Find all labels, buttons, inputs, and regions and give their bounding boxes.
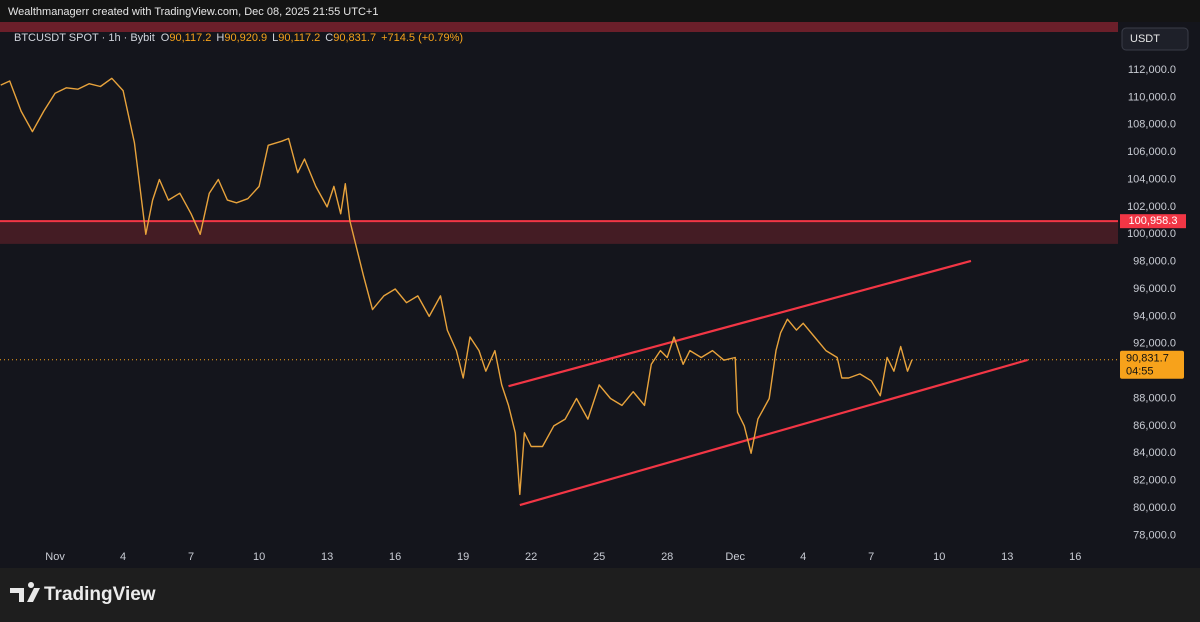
y-tick-label: 78,000.0 <box>1133 529 1176 541</box>
y-tick-label: 84,000.0 <box>1133 447 1176 459</box>
legend-text: L <box>272 32 278 44</box>
currency[interactable]: USDT <box>1130 33 1160 45</box>
x-tick-label: 7 <box>868 551 874 563</box>
x-tick-label: 13 <box>321 551 333 563</box>
x-tick-label: 16 <box>1069 551 1081 563</box>
y-tick-label: 106,000.0 <box>1127 146 1176 158</box>
legend-text: BTCUSDT SPOT · 1h · Bybit <box>14 32 155 44</box>
y-tick-label: 80,000.0 <box>1133 502 1176 514</box>
legend-text: 90,831.7 <box>333 32 376 44</box>
y-tick-label: 92,000.0 <box>1133 338 1176 350</box>
logo-icon <box>10 582 40 602</box>
chart-pane <box>0 22 1200 568</box>
x-tick-label: 7 <box>188 551 194 563</box>
y-tick-label: 82,000.0 <box>1133 475 1176 487</box>
legend-text: O <box>161 32 170 44</box>
brand: TradingView <box>44 584 156 605</box>
legend-text: 90,920.9 <box>224 32 267 44</box>
y-tick-label: 100,000.0 <box>1127 228 1176 240</box>
top-band <box>0 22 1118 32</box>
x-tick-label: 4 <box>800 551 806 563</box>
legend-text: 90,117.2 <box>169 32 211 44</box>
x-tick-label: 16 <box>389 551 401 563</box>
legend-text: H <box>216 32 224 44</box>
legend-text: 90,117.2 <box>278 32 320 44</box>
x-tick-label: 4 <box>120 551 126 563</box>
countdown: 04:55 <box>1126 366 1154 378</box>
x-tick-label: 13 <box>1001 551 1013 563</box>
x-tick-label: 19 <box>457 551 469 563</box>
y-tick-label: 108,000.0 <box>1127 119 1176 131</box>
last-price-box <box>1120 350 1184 379</box>
resistance-label: 100,958.3 <box>1129 215 1178 227</box>
price-line <box>0 77 913 496</box>
resistance-label-box <box>1120 214 1186 229</box>
resistance-zone <box>0 221 1118 244</box>
x-tick-label: 25 <box>593 551 605 563</box>
y-tick-label: 112,000.0 <box>1128 64 1176 76</box>
x-tick-label: 10 <box>253 551 265 563</box>
top-bar <box>0 0 1200 22</box>
x-tick-label: 10 <box>933 551 945 563</box>
y-tick-label: 88,000.0 <box>1133 392 1176 404</box>
plot: BTCUSDT SPOT · 1h · Bybit O 90,117.2 H 90,92… <box>0 32 1186 563</box>
logo: TradingView <box>10 582 156 605</box>
channel-line <box>508 259 972 388</box>
currency-box[interactable] <box>1121 27 1189 51</box>
last-price-label: 90,831.7 <box>1126 353 1169 365</box>
y-tick-label: 86,000.0 <box>1133 420 1176 432</box>
legend-text: +714.5 (+0.79%) <box>381 32 463 44</box>
channel-line <box>519 358 1028 507</box>
y-tick-label: 104,000.0 <box>1127 173 1176 185</box>
y-tick-label: 110,000.0 <box>1128 91 1176 103</box>
x-tick-label: Dec <box>725 551 745 563</box>
attribution: Wealthmanagerr created with TradingView.… <box>8 6 378 18</box>
x-tick-label: 28 <box>661 551 673 563</box>
y-tick-label: 102,000.0 <box>1127 201 1176 213</box>
y-tick-label: 96,000.0 <box>1133 283 1176 295</box>
legend-text: C <box>325 32 333 44</box>
x-tick-label: Nov <box>45 551 65 563</box>
y-tick-label: 94,000.0 <box>1133 310 1176 322</box>
x-tick-label: 22 <box>525 551 537 563</box>
y-tick-label: 98,000.0 <box>1133 256 1176 268</box>
